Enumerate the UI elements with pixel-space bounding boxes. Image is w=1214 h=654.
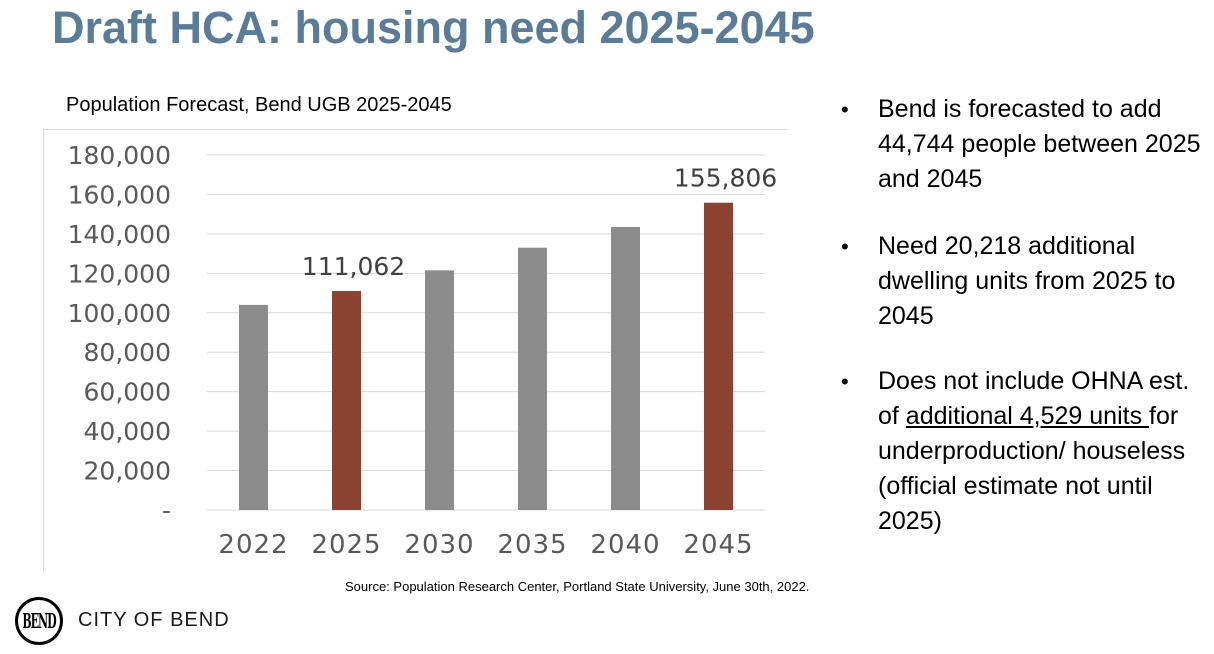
bullet-dot-icon: • <box>841 97 849 122</box>
y-tick-label: 20,000 <box>84 457 171 486</box>
y-tick-label: 140,000 <box>68 220 171 249</box>
logo-lettering: BEND <box>22 608 56 634</box>
data-label-2045: 155,806 <box>674 164 777 193</box>
x-tick-label: 2022 <box>218 530 288 560</box>
bullet-list: • Bend is forecasted to add 44,744 peopl… <box>835 92 1210 571</box>
data-label-2025: 111,062 <box>302 252 405 281</box>
y-tick-label: 60,000 <box>84 378 171 407</box>
chart-title: Population Forecast, Bend UGB 2025-2045 <box>66 94 452 116</box>
bar-2045 <box>704 202 733 510</box>
bullet-item-dwelling-units: • Need 20,218 additional dwelling units … <box>835 229 1210 334</box>
y-tick-label: 120,000 <box>68 259 171 288</box>
x-tick-label: 2025 <box>311 530 381 560</box>
source-note: Source: Population Research Center, Port… <box>345 579 810 594</box>
bar-2040 <box>611 226 640 510</box>
bar-2030 <box>425 270 454 510</box>
y-tick-label: 80,000 <box>84 338 171 367</box>
bullet-dot-icon: • <box>841 234 849 259</box>
bullet-text-post: for underproduction/ houseless (official… <box>878 402 1186 535</box>
x-tick-label: 2040 <box>590 530 660 560</box>
y-tick-label: - <box>162 496 171 525</box>
bar-2022 <box>239 304 268 510</box>
org-name: CITY OF BEND <box>78 609 230 631</box>
bullet-text: Bend is forecasted to add 44,744 people … <box>878 95 1201 193</box>
bullet-item-population: • Bend is forecasted to add 44,744 peopl… <box>835 92 1210 197</box>
bullet-dot-icon: • <box>841 369 849 394</box>
city-of-bend-logo: BEND <box>15 597 63 645</box>
x-tick-label: 2035 <box>497 530 567 560</box>
chart-frame <box>43 129 788 572</box>
slide-title: Draft HCA: housing need 2025-2045 <box>52 2 815 53</box>
bar-2025 <box>332 290 361 510</box>
bullet-text-pre: Does not include OHNA est. of <box>878 367 1190 430</box>
ohna-units-link[interactable]: additional 4,529 units <box>905 402 1150 430</box>
x-tick-label: 2030 <box>404 530 474 560</box>
y-tick-label: 100,000 <box>68 299 171 328</box>
y-tick-label: 160,000 <box>68 180 171 209</box>
bullet-item-ohna: • Does not include OHNA est. of addition… <box>835 364 1210 539</box>
y-tick-label: 40,000 <box>84 417 171 446</box>
bar-2035 <box>518 247 547 510</box>
y-tick-label: 180,000 <box>68 141 171 170</box>
bullet-text: Need 20,218 additional dwelling units fr… <box>878 232 1176 330</box>
x-tick-label: 2045 <box>683 530 753 560</box>
